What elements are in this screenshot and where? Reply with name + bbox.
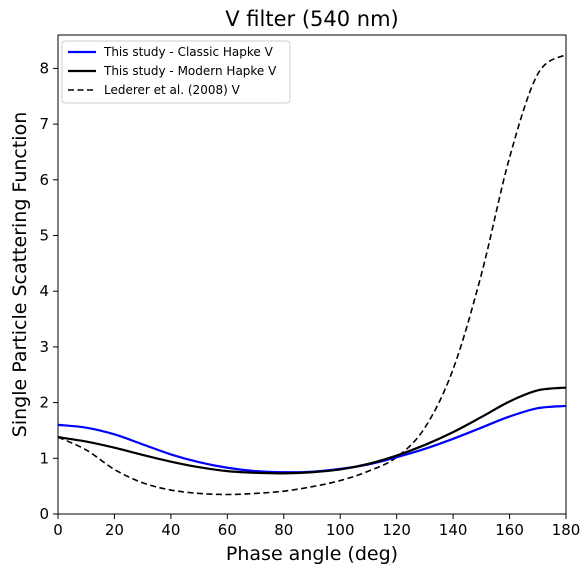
legend-box — [61, 40, 291, 104]
x-tick-label: 120 — [382, 521, 411, 539]
x-tick-label: 180 — [552, 521, 581, 539]
series-layer — [57, 53, 567, 496]
y-tick-label: 8 — [39, 59, 49, 77]
x-tick-label: 40 — [161, 521, 180, 539]
x-tick-label: 60 — [218, 521, 237, 539]
x-tick-label: 100 — [326, 521, 355, 539]
legend-entry-label: Lederer et al. (2008) V — [104, 83, 241, 97]
y-tick-label: 4 — [39, 282, 49, 300]
x-tick-label: 80 — [274, 521, 293, 539]
x-tick-label: 0 — [53, 521, 63, 539]
y-axis-ticks: 0 1 2 3 4 5 6 7 8 — [39, 59, 58, 523]
y-tick-label: 5 — [39, 227, 49, 245]
legend-entry-label: This study - Modern Hapke V — [103, 64, 277, 78]
legend: This study - Classic Hapke V This study -… — [61, 40, 291, 104]
y-tick-label: 1 — [39, 449, 49, 467]
x-axis-label: Phase angle (deg) — [226, 543, 398, 565]
x-tick-label: 20 — [105, 521, 124, 539]
series-line-3 — [57, 53, 567, 496]
y-tick-label: 2 — [39, 394, 49, 412]
series-line-2 — [57, 386, 567, 475]
x-tick-label: 160 — [495, 521, 524, 539]
y-tick-label: 7 — [39, 115, 49, 133]
plot-frame — [57, 34, 567, 515]
x-axis-ticks: 0 20 40 60 80 100 120 140 160 180 — [53, 514, 580, 539]
legend-entry-label: This study - Classic Hapke V — [103, 45, 274, 59]
y-tick-label: 0 — [39, 505, 49, 523]
x-tick-label: 140 — [439, 521, 468, 539]
y-tick-label: 6 — [39, 171, 49, 189]
chart-title: V filter (540 nm) — [225, 7, 398, 31]
series-line-1 — [57, 404, 567, 474]
y-axis-label: Single Particle Scattering Function — [9, 112, 31, 437]
y-tick-label: 3 — [39, 338, 49, 356]
